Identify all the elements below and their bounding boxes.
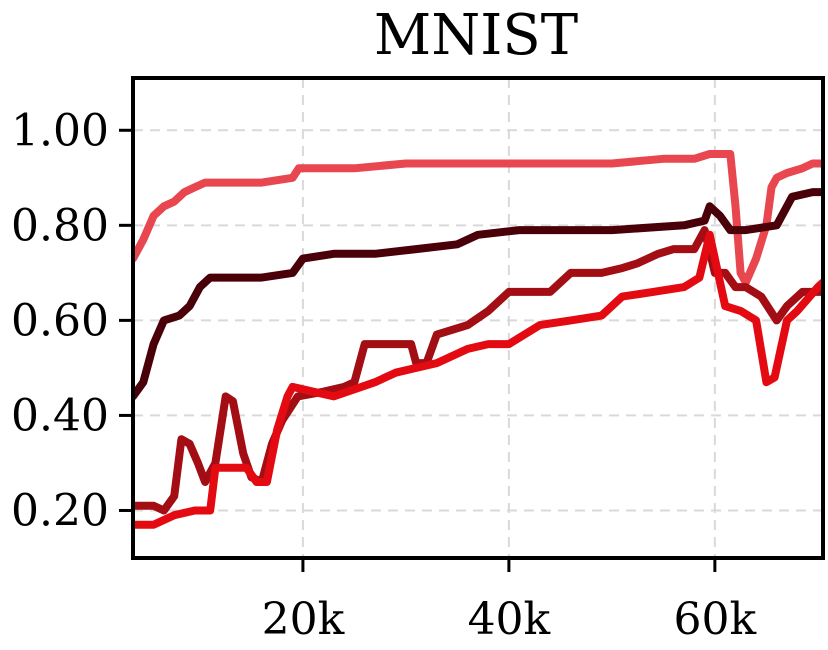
x-tick-label: 40k — [468, 594, 551, 645]
x-tick-label: 20k — [262, 594, 345, 645]
series-line-4 — [133, 230, 823, 529]
y-tick-label: 0.20 — [11, 485, 109, 536]
y-tick-label: 0.80 — [11, 200, 109, 251]
y-tick-label: 0.60 — [11, 295, 109, 346]
plot-frame — [131, 76, 825, 560]
chart-title: MNIST — [374, 3, 578, 68]
series-line-2 — [133, 188, 823, 401]
series-layer — [133, 150, 823, 529]
y-tick-label: 1.00 — [11, 105, 109, 156]
x-tick-label: 60k — [674, 594, 757, 645]
y-tick-label: 0.40 — [11, 390, 109, 441]
axis-ticks: 0.20 0.40 0.60 0.80 1.00 20k 40k 60k — [11, 105, 756, 645]
series-line-1 — [133, 150, 823, 287]
